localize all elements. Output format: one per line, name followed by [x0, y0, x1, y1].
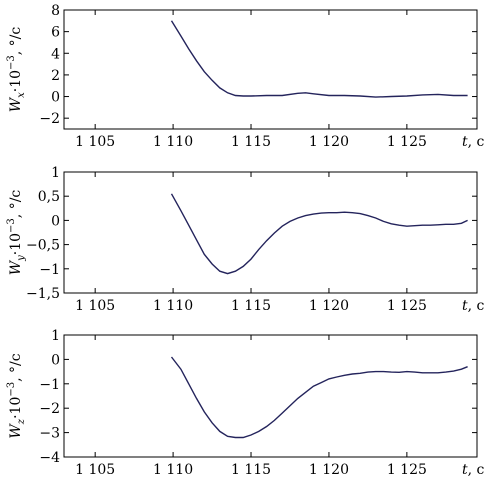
y-tick-label: 4	[51, 46, 60, 62]
y-tick-label: 1	[51, 328, 60, 344]
x-tick-label: 1 105	[75, 298, 115, 314]
x-axis-label: t, c	[462, 298, 485, 314]
x-tick-label: 1 110	[153, 462, 193, 478]
x-tick-label: 1 120	[309, 298, 349, 314]
y-tick-label: 8	[51, 3, 60, 19]
y-tick-label: 1	[51, 165, 60, 181]
x-tick-label: 1 105	[75, 462, 115, 478]
x-tick-label: 1 115	[231, 134, 271, 150]
y-tick-label: −1	[39, 262, 60, 278]
y-tick-label: 0,5	[38, 189, 60, 205]
x-tick-label: 1 125	[387, 298, 427, 314]
panel-wx: 1 105 1 110 1 115 1 120 1 125 t, c 8 6 4 2 0 −2 Wx·1…	[6, 3, 485, 150]
x-tick-label: 1 115	[231, 298, 271, 314]
y-tick-label: −1,5	[26, 286, 60, 302]
y-tick-label: −2	[39, 111, 60, 127]
y-tick-label: 6	[51, 25, 60, 41]
y-tick-label: −3	[39, 426, 60, 442]
y-tick-label: −0,5	[26, 238, 60, 254]
series-line-wx	[170, 20, 468, 98]
x-tick-label: 1 125	[387, 462, 427, 478]
x-tick-label: 1 110	[153, 134, 193, 150]
x-tick-label: 1 125	[387, 134, 427, 150]
x-axis-label: t, c	[462, 462, 485, 478]
y-tick-label: 0	[51, 90, 60, 106]
series-line-wy	[170, 193, 468, 275]
plot-frame-wy	[63, 171, 478, 294]
x-tick-label: 1 115	[231, 462, 271, 478]
plot-frame-wx	[63, 9, 478, 130]
y-tick-label: 0	[51, 352, 60, 368]
x-tick-label: 1 105	[75, 134, 115, 150]
x-axis-label: t, c	[462, 134, 485, 150]
x-tick-label: 1 110	[153, 298, 193, 314]
panel-wy: 1 105 1 110 1 115 1 120 1 125 t, c 1 0,5 0 −0,5 −1…	[6, 165, 485, 314]
y-axis-label: Wz·10−3, °/c	[6, 353, 27, 438]
y-axis-label: Wy·10−3, °/c	[6, 190, 27, 276]
x-tick-label: 1 120	[309, 462, 349, 478]
y-tick-label: 0	[51, 213, 60, 229]
y-tick-label: −2	[39, 401, 60, 417]
y-tick-label: 2	[51, 68, 60, 84]
y-axis-label: Wx·10−3, °/c	[6, 27, 27, 113]
plot-frame-wz	[63, 334, 478, 458]
series-line-wz	[170, 356, 468, 439]
y-tick-label: −1	[39, 377, 60, 393]
panel-wz: 1 105 1 110 1 115 1 120 1 125 t, c 1 0 −1 −2 −3 −4 W…	[6, 328, 485, 478]
x-tick-label: 1 120	[309, 134, 349, 150]
y-tick-label: −4	[39, 450, 60, 466]
